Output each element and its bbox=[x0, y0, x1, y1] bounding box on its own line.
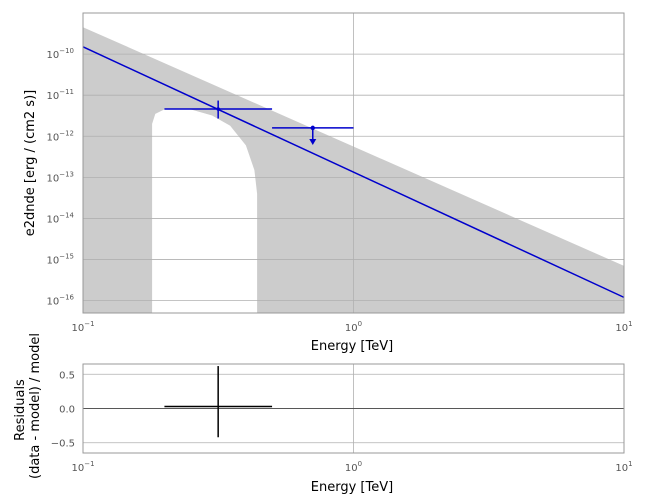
y-axis-label-line-1: Residuals bbox=[13, 379, 28, 441]
plot-frame bbox=[82, 12, 625, 314]
y-axis-label-line-2: (data - model) / model bbox=[28, 333, 43, 479]
y-tick-label: 0.0 bbox=[59, 405, 75, 416]
x-tick-label: 101 bbox=[615, 320, 632, 334]
x-tick-labels: 10−1 100 101 bbox=[71, 460, 632, 474]
y-tick-label: 0.5 bbox=[59, 370, 75, 381]
x-tick-labels: 10−1 100 101 bbox=[71, 320, 632, 334]
residual-points bbox=[164, 366, 273, 438]
x-tick-label: 10−1 bbox=[71, 320, 94, 334]
y-tick-label: 10−14 bbox=[46, 211, 74, 225]
y-tick-label: 10−12 bbox=[46, 129, 74, 143]
y-tick-label: 10−15 bbox=[46, 253, 74, 267]
spectrum-panel: 10−1 100 101 10−1010−1110−1210−1310−1410−1… bbox=[23, 12, 633, 354]
x-axis-label: Energy [TeV] bbox=[311, 339, 393, 354]
x-tick-label: 100 bbox=[345, 320, 362, 334]
plot-frame bbox=[82, 363, 625, 454]
y-axis-label: e2dnde [erg / (cm2 s)] bbox=[23, 90, 38, 236]
y-tick-label: 10−13 bbox=[46, 170, 74, 184]
y-tick-label: 10−10 bbox=[46, 47, 74, 61]
x-tick-label: 100 bbox=[345, 460, 362, 474]
model-line-path bbox=[82, 46, 625, 299]
y-tick-label: 10−11 bbox=[46, 88, 74, 102]
x-tick-label: 10−1 bbox=[71, 460, 94, 474]
upper-limit-arrow bbox=[309, 138, 317, 145]
y-tick-label: 10−16 bbox=[46, 294, 74, 308]
x-axis-label: Energy [TeV] bbox=[311, 480, 393, 495]
model-line bbox=[82, 46, 625, 299]
y-tick-labels: 10−10 10−11 10−12 10−13 10−14 10−15 10−16 bbox=[46, 47, 74, 308]
residuals-panel: 10−1 100 101 0.5 0.0 −0.5 Energy [TeV] Resid… bbox=[13, 333, 633, 495]
x-tick-label: 101 bbox=[615, 460, 632, 474]
y-tick-label: −0.5 bbox=[51, 439, 75, 450]
y-tick-labels: 0.5 0.0 −0.5 bbox=[51, 370, 75, 449]
flux-point-marker bbox=[216, 107, 220, 111]
flux-points bbox=[164, 100, 354, 145]
